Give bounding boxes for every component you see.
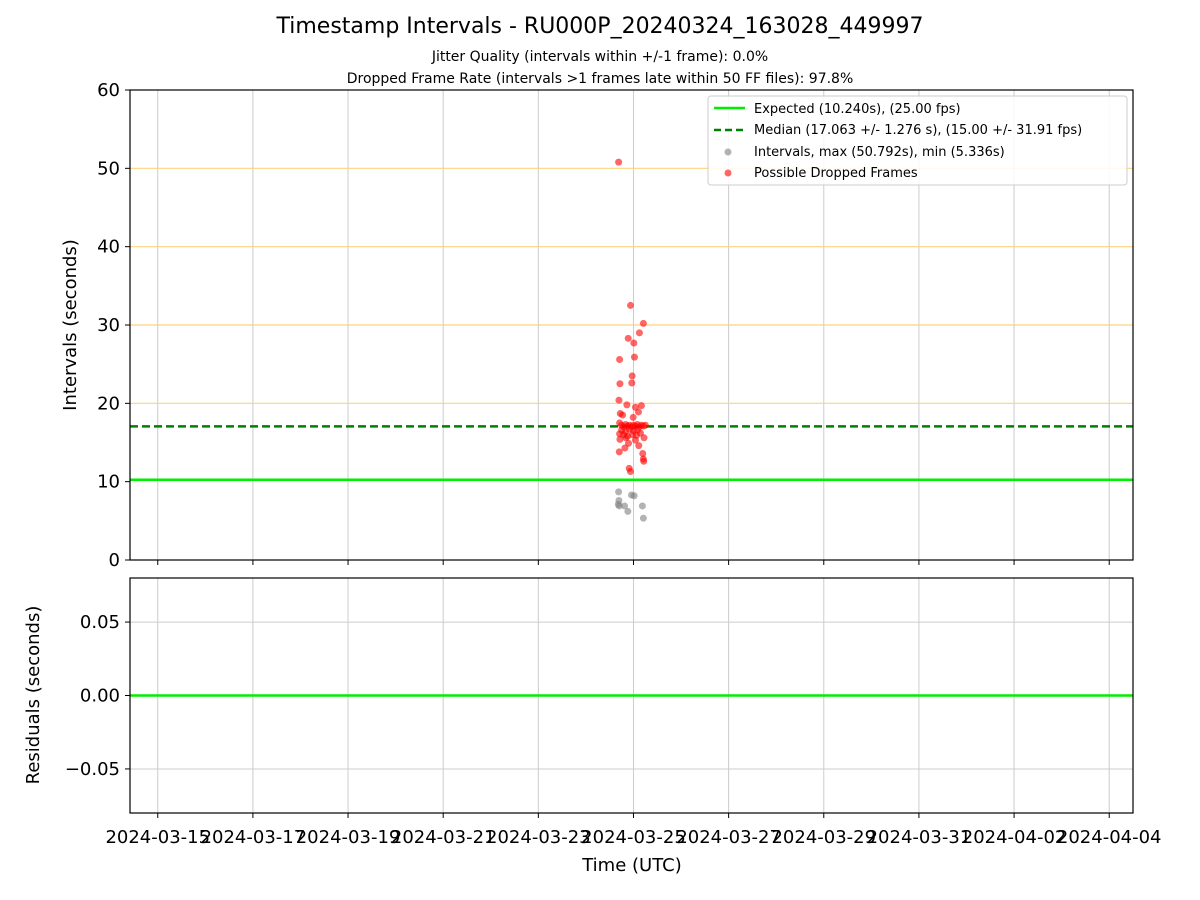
x-tick-label: 2024-04-04 [1057,827,1162,848]
dropped-frame-point [627,467,635,475]
y-tick-label: 50 [97,158,120,179]
y-tick-label: 10 [97,472,120,493]
interval-point [615,488,623,496]
dropped-frame-point [615,158,623,166]
y-tick-label: 60 [97,80,120,101]
dropped-frame-point [630,353,638,361]
legend-expected-label: Expected (10.240s), (25.00 fps) [754,102,961,117]
scatter-points [614,158,649,522]
frame-guide-lines [130,167,1133,404]
dropped-frame-point [616,355,624,363]
dropped-frame-point [635,442,643,450]
legend-dropped-label: Possible Dropped Frames [754,166,918,181]
top-panel-ticks: 0 10 20 30 40 50 60 [97,80,1110,571]
dropped-frame-point [622,434,630,442]
y-tick-label: 40 [97,237,120,258]
dropped-frame-point [615,396,623,404]
legend-median-label: Median (17.063 +/- 1.276 s), (15.00 +/- … [754,123,1082,138]
dropped-frame-point [619,411,627,419]
y-tick-label: −0.05 [65,759,120,780]
interval-point [621,502,629,510]
dropped-frame-point [631,436,639,444]
x-tick-label: 2024-03-29 [771,827,876,848]
dropped-frame-point [639,319,647,327]
interval-point [615,502,623,510]
dropped-frame-point [623,401,631,409]
x-tick-label: 2024-03-31 [867,827,972,848]
x-tick-label: 2024-03-21 [391,827,496,848]
interval-point [639,514,647,522]
dropped-frame-point [629,413,637,421]
legend-intervals-label: Intervals, max (50.792s), min (5.336s) [754,145,1005,160]
dropped-frame-point [630,339,638,347]
dropped-frame-point [634,408,642,416]
interval-point [638,502,646,510]
x-tick-label: 2024-03-19 [296,827,401,848]
dropped-frame-point [624,334,632,342]
jitter-quality-subtitle: Jitter Quality (intervals within +/-1 fr… [431,49,769,65]
legend-box [707,95,1128,186]
dropped-frame-point [640,434,648,442]
dropped-frame-point [628,372,636,380]
dropped-frame-point [628,379,636,387]
x-tick-label: 2024-03-23 [486,827,591,848]
dropped-frame-point [635,329,643,337]
y-tick-label: 0.00 [80,686,120,707]
dropped-frame-point [641,421,649,429]
dropped-frame-point [616,435,624,443]
bottom-panel-ticks: 2024-03-152024-03-172024-03-192024-03-21… [65,612,1162,848]
legend-dropped-swatch [724,169,732,177]
y-tick-label: 0 [109,550,120,571]
top-y-axis-label: Intervals (seconds) [60,239,81,411]
interval-point [624,507,632,515]
x-tick-label: 2024-03-17 [201,827,306,848]
y-tick-label: 20 [97,393,120,414]
y-tick-label: 30 [97,315,120,336]
x-tick-label: 2024-03-15 [105,827,210,848]
interval-point [630,492,638,500]
x-axis-label: Time (UTC) [581,855,682,876]
dropped-frame-point [616,380,624,388]
legend-intervals-swatch [724,148,732,156]
x-tick-label: 2024-04-02 [962,827,1067,848]
bottom-y-axis-label: Residuals (seconds) [23,606,44,785]
dropped-frame-rate-subtitle: Dropped Frame Rate (intervals >1 frames … [346,71,854,87]
dropped-frame-point [640,457,648,465]
dropped-frame-point [625,439,633,447]
y-tick-label: 0.05 [80,612,120,633]
dropped-frame-point [636,429,644,437]
legend: Expected (10.240s), (25.00 fps) Median (… [707,95,1128,186]
reference-lines [130,425,1133,482]
x-tick-label: 2024-03-27 [676,827,781,848]
dropped-frame-point [637,402,645,410]
dropped-frame-point [627,301,635,309]
chart-title: Timestamp Intervals - RU000P_20240324_16… [276,14,924,39]
dropped-frame-point [621,444,629,452]
dropped-frame-point [639,449,647,457]
x-tick-label: 2024-03-25 [581,827,686,848]
dropped-frame-point [615,448,623,456]
